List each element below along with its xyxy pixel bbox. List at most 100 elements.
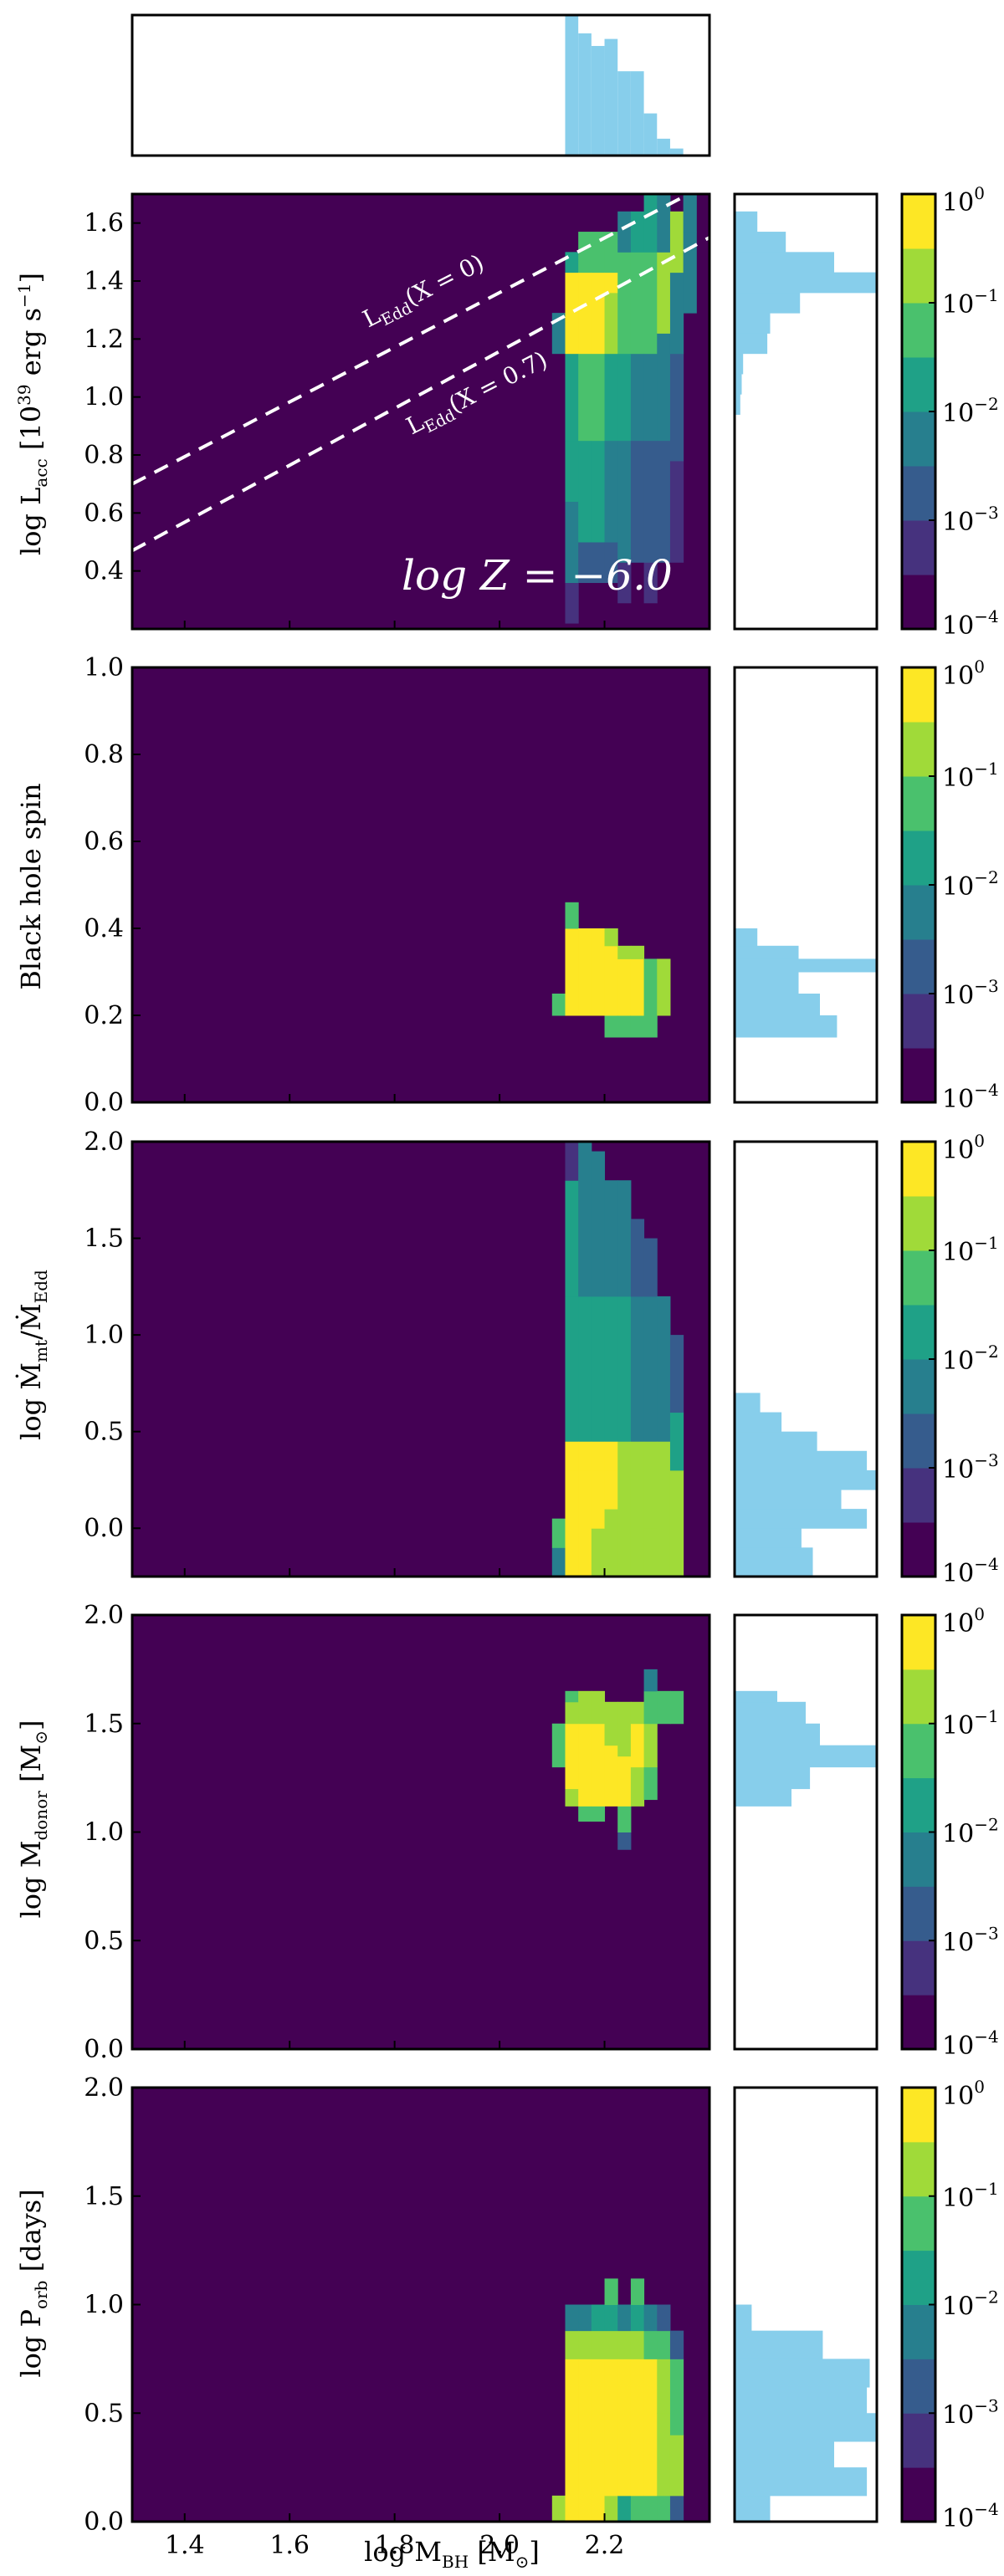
axes-layer: 0.4 0.6 0.8 1.0 1.2 1.4 1.6 100 10−1 10−2 10−3 10−4… [84,13,999,2560]
ylabel-orbital-period: log Porb [days] [15,2189,51,2377]
heatmap-cell [657,2495,671,2522]
heatmap-cell [643,194,658,253]
heatmap-cell [643,1296,658,1442]
colorbar-level [902,2467,935,2522]
heatmap-cell [604,292,618,355]
colorbar-tick-label: 10−1 [942,2179,999,2213]
heatmap-cell [551,1547,566,1577]
heatmap-cell [669,1335,684,1413]
marginal-histogram-bar [735,333,768,355]
colorbar-tick-label: 10−4 [942,1080,999,1114]
x-tick-label: 1.4 [165,2531,205,2560]
heatmap-cell [657,1690,671,1725]
heatmap-cell [643,562,658,604]
heatmap-cell [630,2304,645,2332]
heatmap-cell [617,1296,632,1442]
colorbar-tick-label: 100 [942,2077,985,2111]
heatmap-cell [669,2495,684,2522]
y-tick-label: 2.0 [84,1127,124,1157]
y-tick-label: 0.0 [84,1088,124,1117]
y-tick-label: 1.2 [84,325,124,354]
heatmap-cell [669,1690,684,1725]
colorbar-level [902,357,935,412]
colorbar-tick-label: 10−1 [942,1706,999,1740]
heatmap-cell [578,1690,592,1725]
heatmap-cell [669,1412,684,1471]
heatmap-cell [604,1296,618,1442]
heatmap-cell [630,252,645,355]
y-tick-label: 0.4 [84,914,124,943]
heatmap-cell [643,2495,658,2522]
colorbar-tick-label: 10−3 [942,2395,999,2430]
heatmap-cell [669,2435,684,2497]
heatmap-cell [578,1142,592,1297]
marginal-histogram-bar [735,292,801,314]
heatmap-layer [132,194,709,2522]
heatmap-background [132,1615,709,2049]
ylabel-mass-transfer-rate: log Ṁmt/ṀEdd [15,1270,51,1440]
y-tick-label: 0.5 [84,1926,124,1955]
heatmap-cell [591,2359,606,2522]
colorbar-tick-label: 10−2 [942,867,999,902]
colorbar-level [902,994,935,1049]
heatmap-cell [578,272,592,355]
colorbar-tick-label: 10−4 [942,2499,999,2533]
colorbar-level [902,776,935,831]
colorbar-tick-label: 10−2 [942,394,999,428]
heatmap-cell [617,945,632,959]
heatmap-cell [578,232,592,273]
colorbar-level [902,1886,935,1941]
heatmap-cell [630,353,645,442]
colorbar-tick-label: 10−3 [942,976,999,1010]
y-tick-label: 1.4 [84,267,124,296]
top-histogram-bar [565,15,579,156]
colorbar-level [902,2413,935,2468]
heatmap-cell [643,1766,658,1801]
heatmap-cell [657,1441,671,1577]
heatmap-cell [565,1180,579,1297]
heatmap-cell [604,2359,618,2497]
heatmap-black-hole-spin [132,667,709,1102]
colorbar-tick-label: 10−1 [942,1233,999,1267]
heatmap-cell [657,2359,671,2414]
heatmap-cell [604,1469,618,1510]
marginal-histogram-bar [735,1431,817,1452]
y-tick-label: 1.6 [84,209,124,238]
marginal-histogram-bar [735,1723,820,1746]
y-tick-label: 0.0 [84,2035,124,2064]
heatmap-cell [604,928,618,947]
heatmap-cell [591,1296,606,1442]
heatmap-cell [604,232,618,273]
colorbar-level [902,885,935,940]
heatmap-cell [604,440,618,543]
marginal-histogram-bar [735,2387,868,2414]
heatmap-cell [565,2330,579,2359]
heatmap-frame [131,192,711,631]
colorbar-level [902,1250,935,1306]
heatmap-cell [643,1441,658,1529]
heatmap-cell [565,928,579,1016]
top-histogram-bar [669,148,684,156]
metallicity-annotation: log Z = −6.0 [402,551,673,600]
marginal-histogram-bar [735,2441,834,2468]
heatmap-cell [617,1180,632,1297]
marginal-histogram-bar [735,1547,813,1577]
colorbar-tick-label: 10−4 [942,1554,999,1588]
heatmap-cell [669,353,684,462]
marginal-histogram-bar [735,928,758,947]
heatmap-cell [617,353,632,442]
marginal-histogram-bar [735,2467,868,2497]
heatmap-cell [630,1766,645,1807]
heatmap-cell [617,1806,632,1832]
marginal-histogram-bar [735,252,834,273]
heatmap-cell [565,2359,579,2522]
y-tick-label: 1.0 [84,1321,124,1350]
colorbar-tick-label: 100 [942,1131,985,1165]
heatmap-cell [604,945,618,1016]
heatmap-cell [657,194,671,253]
colorbar-level [902,1723,935,1779]
marginal-histogram-bar [735,2495,771,2522]
heatmap-cell [578,1723,592,1807]
heatmap-cell [617,1441,632,1577]
colorbar-level [902,303,935,358]
